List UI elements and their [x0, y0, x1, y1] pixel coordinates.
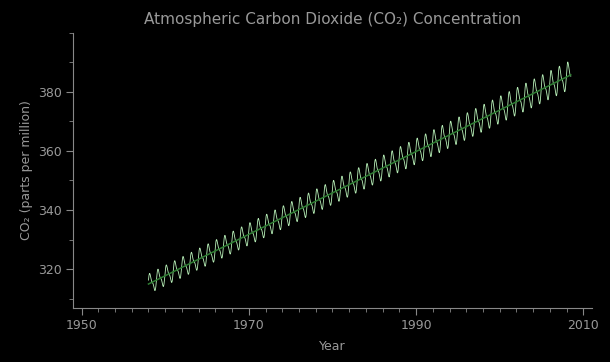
X-axis label: Year: Year	[319, 340, 346, 353]
Title: Atmospheric Carbon Dioxide (CO₂) Concentration: Atmospheric Carbon Dioxide (CO₂) Concent…	[144, 12, 521, 27]
Y-axis label: CO₂ (parts per million): CO₂ (parts per million)	[20, 100, 33, 240]
